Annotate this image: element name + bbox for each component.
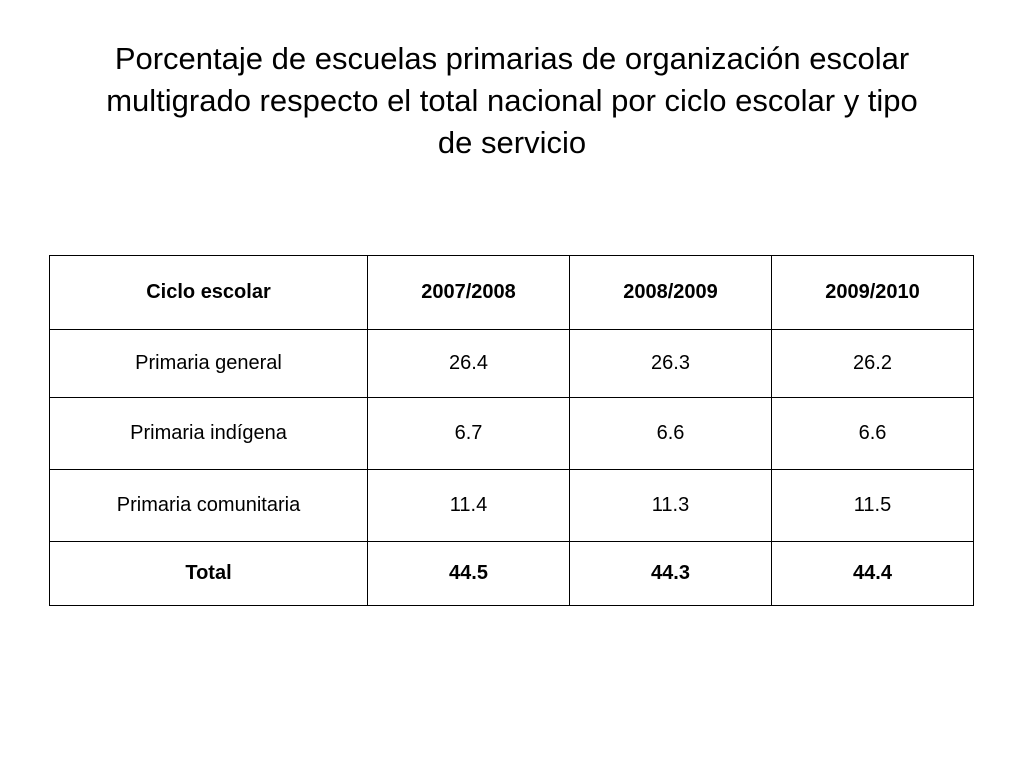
table-cell: 6.6	[569, 397, 772, 470]
total-cell: 44.4	[771, 541, 974, 606]
table-row: Primaria indígena 6.7 6.6 6.6	[49, 397, 974, 470]
total-cell: 44.5	[367, 541, 570, 606]
table-total-row: Total 44.5 44.3 44.4	[49, 541, 974, 606]
table-cell: 6.6	[771, 397, 974, 470]
column-header-2007-2008: 2007/2008	[367, 255, 570, 330]
table-row: Primaria general 26.4 26.3 26.2	[49, 329, 974, 398]
row-label: Primaria comunitaria	[49, 469, 368, 542]
table-cell: 6.7	[367, 397, 570, 470]
table-cell: 26.4	[367, 329, 570, 398]
total-label: Total	[49, 541, 368, 606]
table-header-row: Ciclo escolar 2007/2008 2008/2009 2009/2…	[49, 255, 974, 330]
table-cell: 11.3	[569, 469, 772, 542]
table-cell: 26.2	[771, 329, 974, 398]
column-header-ciclo-escolar: Ciclo escolar	[49, 255, 368, 330]
data-table: Ciclo escolar 2007/2008 2008/2009 2009/2…	[49, 255, 974, 606]
slide-title: Porcentaje de escuelas primarias de orga…	[106, 41, 918, 160]
table-row: Primaria comunitaria 11.4 11.3 11.5	[49, 469, 974, 542]
column-header-2009-2010: 2009/2010	[771, 255, 974, 330]
table-cell: 26.3	[569, 329, 772, 398]
total-cell: 44.3	[569, 541, 772, 606]
row-label: Primaria indígena	[49, 397, 368, 470]
row-label: Primaria general	[49, 329, 368, 398]
column-header-2008-2009: 2008/2009	[569, 255, 772, 330]
table-cell: 11.4	[367, 469, 570, 542]
table-cell: 11.5	[771, 469, 974, 542]
